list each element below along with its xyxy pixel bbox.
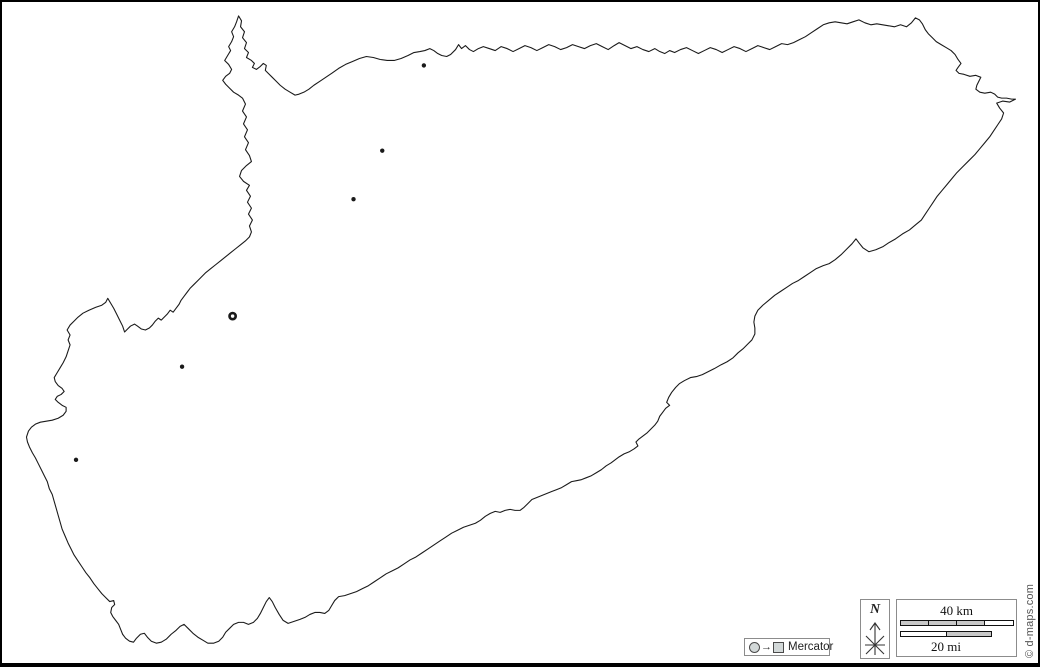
city-dot-marker: [380, 148, 385, 153]
circle-icon: [749, 641, 760, 653]
scale-mi-label: 20 mi: [931, 639, 961, 654]
scale-mi-wrap: 20 mi: [900, 631, 992, 654]
scale-km-bar: [899, 620, 1014, 626]
compass-box: N: [860, 599, 890, 659]
square-icon: [773, 641, 784, 653]
city-dot-marker: [421, 63, 427, 68]
region-outline: [25, 15, 1017, 644]
compass-n-label: N: [869, 602, 881, 617]
city-dot-marker: [73, 457, 79, 463]
scale-bar-segment: [946, 632, 991, 636]
copyright-credit: © d-maps.com: [1024, 583, 1036, 658]
capital-marker: [228, 311, 238, 321]
scale-bar-box: 40 km 20 mi: [896, 599, 1017, 657]
scale-bar-segment: [957, 621, 986, 625]
scale-bar-segment: [901, 632, 947, 636]
scale-bar-segment: [985, 621, 1013, 625]
scale-bar-segment: [900, 621, 929, 625]
city-dot-marker: [179, 364, 185, 369]
scale-mi-bar: [900, 631, 992, 637]
arrow-right-icon: →: [761, 640, 772, 653]
city-dot-marker: [351, 197, 356, 202]
scale-bar-segment: [928, 621, 957, 625]
compass-arrow-icon: [865, 622, 885, 655]
projection-label: Mercator: [788, 641, 834, 653]
projection-legend: → Mercator: [744, 638, 834, 656]
scale-km-label: 40 km: [940, 603, 973, 618]
